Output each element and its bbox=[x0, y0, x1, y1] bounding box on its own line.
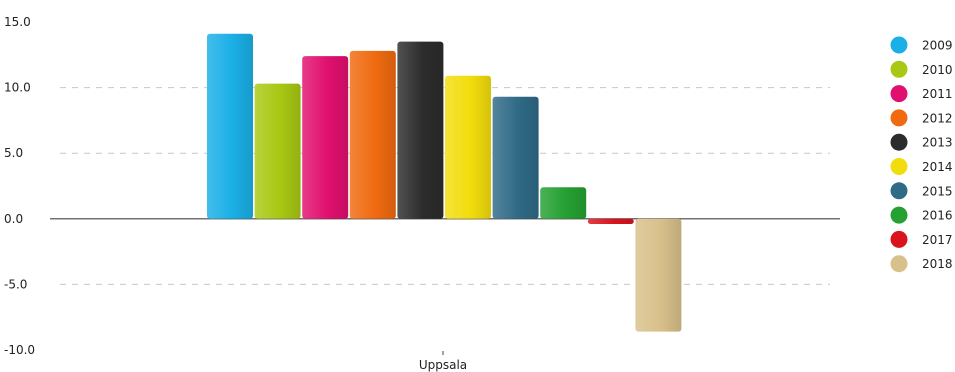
legend-swatch bbox=[890, 36, 908, 54]
legend-label: 2009 bbox=[922, 39, 953, 53]
legend-label: 2014 bbox=[922, 160, 953, 174]
y-tick-label: 10.0 bbox=[4, 81, 31, 95]
legend-item-2011[interactable]: 2011 bbox=[890, 85, 953, 103]
x-category-label: Uppsala bbox=[419, 358, 467, 372]
legend-label: 2016 bbox=[922, 209, 953, 223]
legend-swatch bbox=[890, 182, 908, 200]
legend-label: 2015 bbox=[922, 184, 953, 198]
bars bbox=[207, 33, 682, 332]
legend-label: 2012 bbox=[922, 111, 953, 125]
bar-2013[interactable] bbox=[397, 41, 444, 219]
y-tick-label: 5.0 bbox=[4, 146, 23, 160]
y-axis: 15.0 10.0 5.0 0.0 -5.0 -10.0 bbox=[4, 15, 35, 357]
legend-label: 2010 bbox=[922, 63, 953, 77]
legend-label: 2018 bbox=[922, 257, 953, 271]
legend-item-2012[interactable]: 2012 bbox=[890, 109, 953, 127]
y-tick-label: -5.0 bbox=[4, 277, 27, 291]
legend-item-2018[interactable]: 2018 bbox=[890, 255, 953, 273]
bar-2012[interactable] bbox=[349, 50, 396, 219]
bar-2010[interactable] bbox=[254, 83, 301, 219]
legend-label: 2011 bbox=[922, 87, 953, 101]
bar-2011[interactable] bbox=[302, 56, 349, 219]
legend-swatch bbox=[890, 230, 908, 248]
legend-swatch bbox=[890, 255, 908, 273]
legend-item-2010[interactable]: 2010 bbox=[890, 60, 953, 78]
bar-2014[interactable] bbox=[445, 75, 491, 219]
x-axis: Uppsala bbox=[419, 351, 467, 372]
legend-item-2016[interactable]: 2016 bbox=[890, 206, 953, 224]
bar-2017[interactable] bbox=[587, 218, 634, 225]
legend-label: 2017 bbox=[922, 233, 953, 247]
bar-2009[interactable] bbox=[207, 33, 253, 219]
bar-2018[interactable] bbox=[635, 218, 682, 332]
legend-item-2017[interactable]: 2017 bbox=[890, 230, 953, 248]
y-tick-label: 0.0 bbox=[4, 212, 23, 226]
legend-item-2013[interactable]: 2013 bbox=[890, 133, 953, 151]
bar-2015[interactable] bbox=[492, 96, 539, 219]
legend-item-2014[interactable]: 2014 bbox=[890, 158, 953, 175]
y-tick-label: -10.0 bbox=[4, 343, 35, 357]
legend-swatch bbox=[890, 158, 908, 175]
legend-swatch bbox=[890, 206, 908, 224]
legend-swatch bbox=[890, 109, 908, 127]
legend-label: 2013 bbox=[922, 136, 953, 150]
y-tick-label: 15.0 bbox=[4, 15, 31, 29]
legend-swatch bbox=[890, 60, 908, 78]
bar-2016[interactable] bbox=[540, 187, 587, 219]
legend-swatch bbox=[890, 85, 908, 103]
legend-swatch bbox=[890, 133, 908, 151]
legend-item-2009[interactable]: 2009 bbox=[890, 36, 953, 54]
legend-item-2015[interactable]: 2015 bbox=[890, 182, 953, 200]
legend: 2009 2010 2011 2012 2013 2014 2015 2016 2017 2018 bbox=[890, 36, 953, 273]
